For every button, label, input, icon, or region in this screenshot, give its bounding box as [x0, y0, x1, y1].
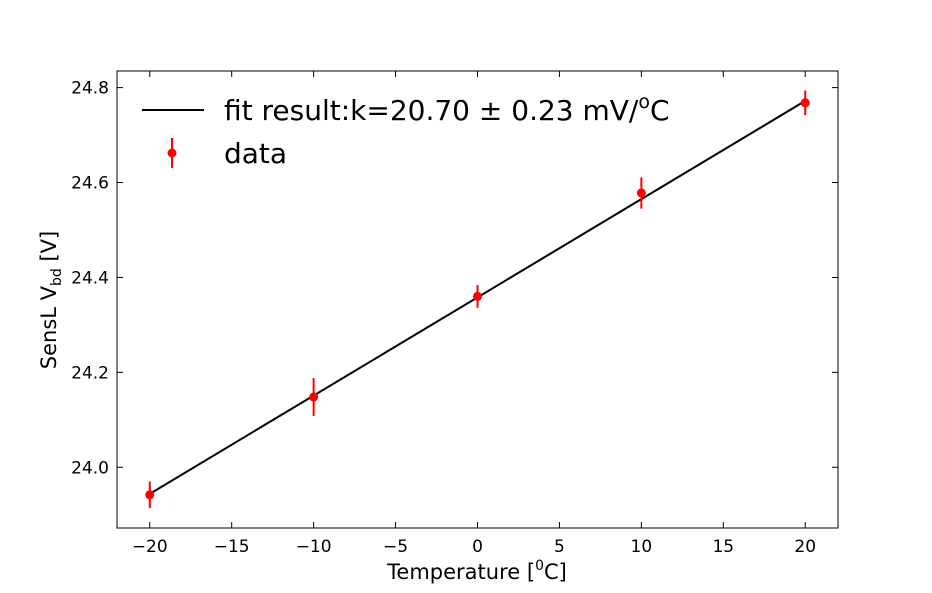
x-tick-label: 10: [631, 537, 653, 557]
x-tick-label: 15: [712, 537, 734, 557]
legend-fit-label-sup: o: [638, 91, 650, 113]
y-tick-label: 24.4: [71, 268, 109, 288]
data-point: [473, 291, 482, 301]
x-axis-label-sup: 0: [535, 558, 544, 574]
x-tick-label: 0: [472, 537, 483, 557]
x-tick-label: −5: [383, 537, 408, 557]
legend: fit result:k=20.70 ± 0.23 mV/oC data: [142, 91, 670, 170]
y-axis-label: SensL Vbd [V]: [37, 231, 65, 369]
series-layer: [145, 90, 810, 509]
legend-data-marker: [167, 148, 177, 158]
ticks-layer: −20 −15 −10 −5 0 5 10 15 20 24.0 24.2 24.4 24.6 24.8: [71, 71, 838, 557]
data-point: [145, 490, 155, 500]
x-tick-label: −10: [296, 537, 332, 557]
y-tick-label: 24.0: [71, 458, 109, 478]
x-axis-label: Temperature [0C]: [386, 558, 567, 584]
legend-fit-label: fit result:k=20.70 ± 0.23 mV/oC: [224, 91, 670, 127]
y-axis-label-sub: bd: [49, 268, 65, 286]
y-tick-label: 24.2: [71, 363, 109, 383]
data-point: [800, 98, 810, 108]
y-tick-label: 24.6: [71, 174, 109, 194]
legend-data-label: data: [224, 137, 287, 170]
plot-frame: [116, 70, 839, 529]
y-tick-label: 24.8: [71, 79, 109, 99]
x-tick-label: −15: [214, 537, 250, 557]
data-point: [309, 392, 319, 402]
data-point: [636, 188, 646, 198]
x-tick-label: −20: [132, 537, 168, 557]
x-tick-label: 20: [794, 537, 816, 557]
x-tick-label: 5: [554, 537, 565, 557]
